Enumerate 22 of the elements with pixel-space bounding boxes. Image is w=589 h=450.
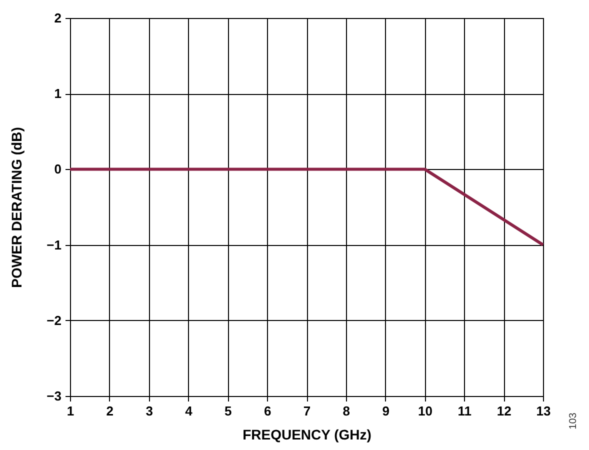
y-tick-label: −3: [46, 388, 62, 404]
y-tick-label: 0: [54, 162, 62, 177]
x-tick-label: 10: [418, 404, 432, 418]
x-tick-label: 2: [106, 404, 114, 418]
x-tick-label: 9: [382, 404, 390, 418]
text: 103: [568, 412, 579, 430]
x-tick-label: 3: [146, 404, 153, 418]
y-tick-label: 2: [54, 10, 62, 26]
x-tick-label: 7: [303, 404, 311, 418]
x-tick-label: 13: [536, 404, 551, 418]
x-tick-label: 1: [66, 404, 74, 418]
x-tick-label: 8: [342, 404, 350, 418]
y-tick-label: −1: [46, 237, 62, 252]
x-tick-label: 11: [458, 404, 472, 418]
x-tick-label: 12: [496, 404, 512, 418]
x-tick-label: 4: [185, 404, 194, 418]
x-tick-label: 5: [224, 404, 232, 418]
y-axis-title: POWER DERATING (dB): [8, 127, 25, 288]
x-tick-label: 6: [264, 404, 272, 418]
y-tick-label: 1: [54, 86, 62, 102]
y-tick-label: −2: [46, 312, 62, 328]
x-axis-title: FREQUENCY (GHz): [242, 426, 372, 442]
